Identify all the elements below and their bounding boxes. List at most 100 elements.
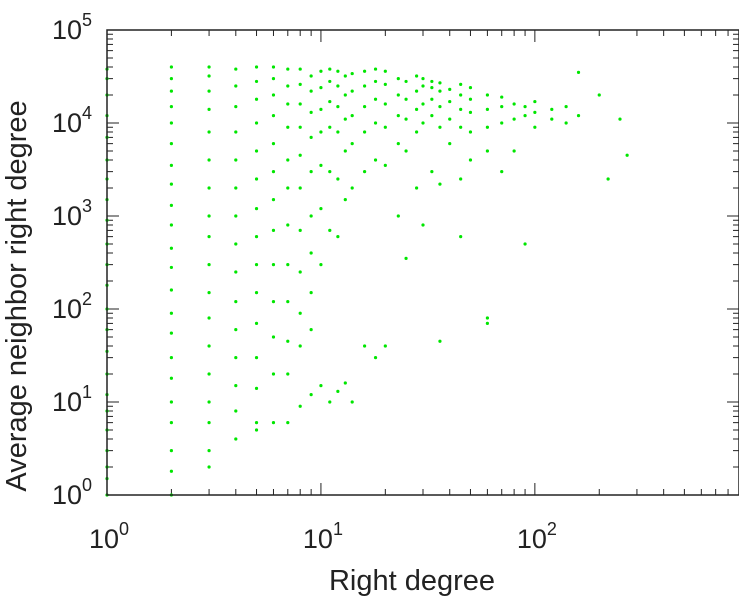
scatter-point bbox=[319, 207, 323, 211]
scatter-point bbox=[430, 97, 434, 101]
scatter-point bbox=[207, 291, 211, 295]
scatter-point bbox=[234, 300, 238, 304]
scatter-point bbox=[271, 65, 276, 69]
scatter-point bbox=[533, 110, 537, 115]
scatter-point bbox=[421, 102, 425, 106]
scatter-point bbox=[328, 170, 332, 174]
scatter-point bbox=[207, 372, 211, 376]
scatter-point bbox=[298, 67, 302, 71]
scatter-point bbox=[383, 125, 387, 129]
scatter-point bbox=[169, 89, 173, 93]
scatter-point bbox=[271, 300, 276, 304]
scatter-point bbox=[448, 99, 452, 104]
scatter-point bbox=[625, 153, 629, 157]
scatter-point bbox=[362, 84, 367, 88]
y-tick-label: 100 bbox=[52, 475, 92, 510]
scatter-point bbox=[459, 235, 463, 239]
scatter-point bbox=[414, 130, 419, 134]
scatter-point bbox=[485, 321, 489, 326]
scatter-point bbox=[350, 71, 354, 76]
x-tick-label: 100 bbox=[89, 519, 129, 554]
scatter-point bbox=[309, 393, 313, 397]
scatter-point bbox=[207, 400, 211, 404]
scatter-point bbox=[254, 421, 259, 425]
scatter-point bbox=[350, 186, 354, 190]
scatter-point bbox=[438, 81, 442, 85]
scatter-point bbox=[169, 121, 173, 125]
scatter-point bbox=[234, 158, 238, 162]
scatter-point bbox=[298, 344, 302, 348]
scatter-point bbox=[448, 117, 452, 121]
scatter-point bbox=[271, 170, 276, 174]
scatter-point bbox=[485, 93, 489, 97]
scatter-point bbox=[207, 158, 211, 162]
scatter-point bbox=[373, 356, 378, 360]
scatter-point bbox=[298, 125, 302, 129]
scatter-point bbox=[373, 79, 378, 84]
scatter-point bbox=[234, 186, 238, 190]
scatter-point bbox=[169, 400, 173, 404]
scatter-point bbox=[169, 182, 173, 186]
scatter-point bbox=[448, 142, 452, 146]
scatter-point bbox=[271, 198, 276, 202]
scatter-point bbox=[336, 69, 340, 73]
scatter-point bbox=[234, 105, 238, 109]
scatter-point bbox=[597, 93, 601, 97]
scatter-point bbox=[336, 130, 340, 134]
scatter-point bbox=[169, 469, 173, 473]
scatter-point bbox=[254, 207, 259, 211]
scatter-point bbox=[207, 263, 211, 267]
y-tick-label: 105 bbox=[52, 10, 92, 45]
scatter-point bbox=[271, 228, 276, 233]
scatter-point bbox=[254, 386, 259, 391]
scatter-point bbox=[298, 102, 302, 106]
scatter-point bbox=[373, 97, 378, 101]
scatter-point bbox=[309, 110, 313, 115]
y-tick-label: 102 bbox=[52, 289, 92, 324]
scatter-point bbox=[169, 376, 173, 380]
scatter-point bbox=[438, 89, 442, 93]
scatter-point bbox=[414, 186, 419, 190]
scatter-point bbox=[207, 316, 211, 320]
scatter-point bbox=[271, 335, 276, 339]
scatter-point bbox=[298, 82, 302, 87]
scatter-point bbox=[564, 121, 568, 125]
scatter-point bbox=[523, 105, 527, 109]
scatter-point bbox=[430, 114, 434, 118]
scatter-point bbox=[523, 114, 527, 118]
scatter-point bbox=[468, 158, 473, 162]
scatter-point bbox=[396, 77, 400, 81]
scatter-point bbox=[319, 263, 323, 267]
scatter-point bbox=[309, 170, 313, 174]
scatter-point bbox=[207, 235, 211, 239]
scatter-point bbox=[319, 163, 323, 168]
scatter-point bbox=[550, 107, 554, 112]
scatter-point bbox=[438, 339, 442, 343]
y-tick-label: 103 bbox=[52, 196, 92, 231]
scatter-point bbox=[286, 421, 290, 425]
scatter-point bbox=[298, 228, 302, 233]
x-tick-labels: 100 101 102 bbox=[89, 519, 557, 554]
scatter-point bbox=[421, 121, 425, 125]
scatter-point bbox=[207, 186, 211, 190]
scatter-point bbox=[207, 465, 211, 469]
scatter-point bbox=[271, 77, 276, 81]
scatter-point bbox=[404, 149, 408, 153]
scatter-point bbox=[328, 228, 332, 233]
scatter-point bbox=[286, 102, 290, 106]
scatter-point bbox=[328, 67, 332, 71]
scatter-point bbox=[485, 149, 489, 153]
scatter-point bbox=[350, 142, 354, 146]
scatter-point bbox=[286, 339, 290, 343]
scatter-point bbox=[234, 67, 238, 71]
scatter-point bbox=[430, 170, 434, 174]
scatter-point bbox=[286, 300, 290, 304]
scatter-point bbox=[319, 86, 323, 90]
scatter-point bbox=[234, 409, 238, 413]
scatter-point bbox=[362, 130, 367, 134]
scatter-point bbox=[404, 79, 408, 84]
scatter-point bbox=[404, 256, 408, 261]
scatter-point bbox=[468, 130, 473, 134]
scatter-point bbox=[414, 107, 419, 112]
y-tick-label: 104 bbox=[52, 103, 92, 138]
